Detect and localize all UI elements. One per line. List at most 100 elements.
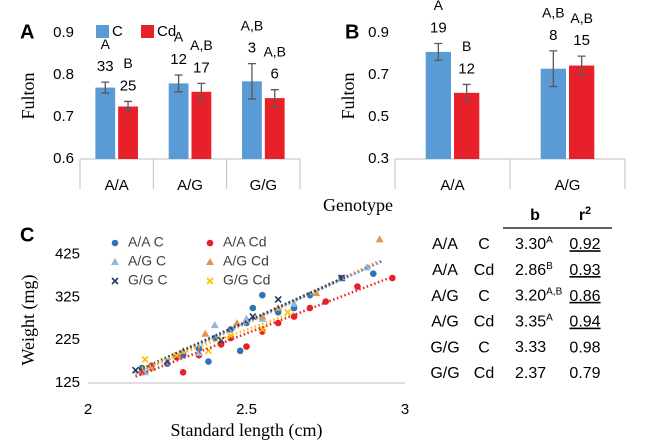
error-bar xyxy=(197,82,206,101)
genotype: G/G xyxy=(430,365,459,382)
y-tick-label: 425 xyxy=(55,245,80,262)
error-bar xyxy=(549,50,558,88)
point xyxy=(290,299,299,307)
point xyxy=(236,347,244,355)
count-label: 6 xyxy=(271,66,279,83)
error-bar xyxy=(434,42,443,61)
treatment: Cd xyxy=(474,365,494,382)
letter-label: A,B xyxy=(542,5,565,21)
panel-label: C xyxy=(20,224,34,246)
b-number: 2.86 xyxy=(515,262,546,279)
legend-marker xyxy=(111,258,119,265)
legend-marker xyxy=(206,239,214,247)
bar xyxy=(191,91,212,159)
point xyxy=(274,319,282,327)
point xyxy=(201,329,210,337)
genotype: G/G xyxy=(430,339,459,356)
point xyxy=(370,270,377,278)
x-tick-label: 2.5 xyxy=(236,401,257,418)
treatment: C xyxy=(478,288,490,305)
legend-label: A/A Cd xyxy=(223,234,267,250)
point xyxy=(258,325,266,333)
count-label: 25 xyxy=(120,77,137,94)
point xyxy=(179,368,187,376)
point xyxy=(173,353,181,361)
trend-line xyxy=(135,274,349,373)
y-tick-label: 325 xyxy=(55,288,80,305)
panel-label: A xyxy=(20,21,34,43)
point xyxy=(249,313,257,321)
r2-value: 0.94 xyxy=(569,314,600,331)
letter-label: B xyxy=(462,38,471,54)
legend-swatch xyxy=(141,25,154,38)
point xyxy=(354,283,361,290)
y-tick-label: 0.7 xyxy=(368,66,389,83)
bar xyxy=(242,81,262,159)
error-bar xyxy=(270,89,279,108)
r2-value: 0.79 xyxy=(569,365,600,382)
point xyxy=(195,345,203,353)
panel-label: B xyxy=(345,21,359,43)
legend-label: A/G Cd xyxy=(223,253,269,269)
b-number: 3.33 xyxy=(515,339,546,356)
legend-marker xyxy=(111,277,119,285)
point xyxy=(312,289,321,296)
trend-line xyxy=(141,311,295,370)
count-label: 12 xyxy=(170,51,187,68)
x-tick-label: A/A xyxy=(105,177,129,194)
letter-label: A xyxy=(434,0,444,13)
r2-value: 0.93 xyxy=(569,262,600,279)
legend-label: A/A C xyxy=(128,234,164,250)
letter-label: A,B xyxy=(190,37,213,53)
r2-value: 0.86 xyxy=(569,288,600,305)
point xyxy=(205,358,212,365)
bar xyxy=(264,98,285,159)
point xyxy=(249,304,257,312)
r2-value: 0.98 xyxy=(569,339,600,356)
count-label: 3 xyxy=(248,40,256,57)
y-axis-title: Fulton xyxy=(338,72,358,119)
bar xyxy=(168,83,189,159)
b-number: 2.37 xyxy=(515,365,546,382)
genotype: A/G xyxy=(431,314,459,331)
trend-line xyxy=(135,276,390,378)
error-bar xyxy=(124,100,133,113)
legend-label: G/G C xyxy=(128,272,168,288)
error-bar xyxy=(174,74,183,93)
y-axis-title: Weight (mg) xyxy=(18,274,39,365)
legend-marker xyxy=(206,277,214,285)
b-sup: B xyxy=(546,260,553,271)
count-label: 8 xyxy=(549,27,557,44)
bar xyxy=(569,65,595,159)
point xyxy=(375,235,384,243)
x-tick-label: A/G xyxy=(177,177,203,194)
letter-label: A,B xyxy=(570,10,593,26)
point xyxy=(217,336,225,344)
treatment: Cd xyxy=(474,314,494,331)
b-value: 2.86B xyxy=(515,260,553,279)
b-number: 3.20 xyxy=(515,288,546,305)
b-sup: A,B xyxy=(546,286,562,297)
b-sup: A xyxy=(546,312,553,323)
y-tick-label: 225 xyxy=(55,331,80,348)
legend-marker xyxy=(206,258,214,265)
header-sup: 2 xyxy=(585,205,591,217)
x-tick-label: 2 xyxy=(84,401,92,418)
y-tick-label: 0.5 xyxy=(368,108,389,125)
b-value: 3.20A,B xyxy=(515,286,563,305)
error-bar xyxy=(462,83,471,102)
point xyxy=(243,343,250,350)
b-number: 3.30 xyxy=(515,236,546,253)
count-label: 15 xyxy=(573,32,590,49)
r2-value: 0.92 xyxy=(569,236,600,253)
genotype: A/G xyxy=(431,288,459,305)
y-tick-label: 125 xyxy=(55,374,80,391)
legend-label: A/G C xyxy=(128,253,166,269)
bar xyxy=(95,87,116,159)
letter-label: A,B xyxy=(241,17,264,33)
treatment: C xyxy=(478,339,490,356)
x-axis-title: Genotype xyxy=(323,195,393,215)
genotype: A/A xyxy=(432,236,458,253)
bar xyxy=(118,106,138,159)
genotype: A/A xyxy=(432,262,458,279)
